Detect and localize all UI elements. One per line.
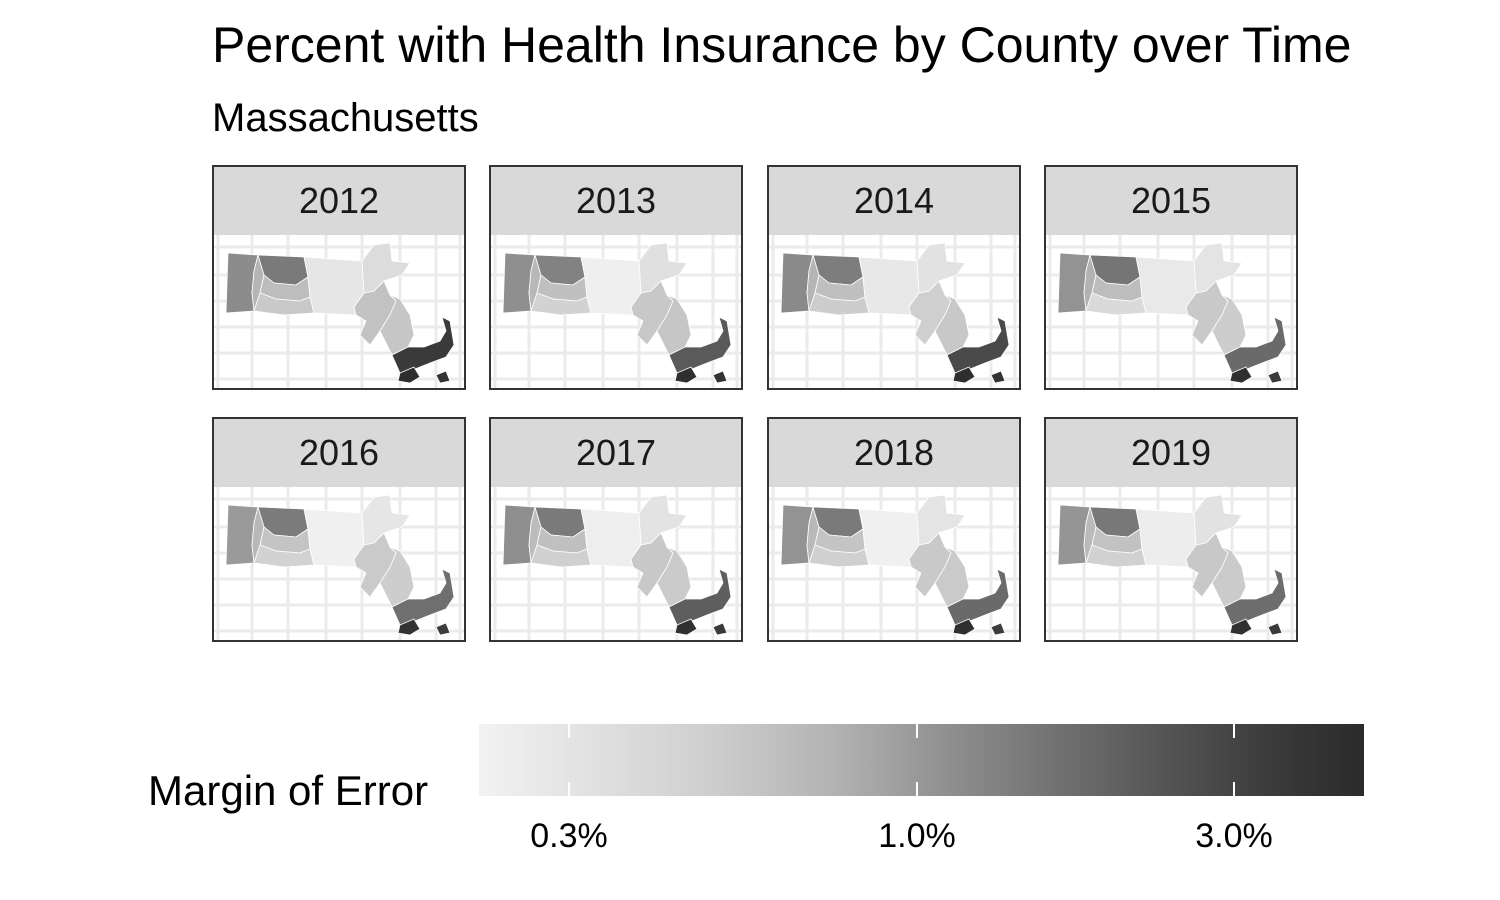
county-shape bbox=[712, 370, 728, 384]
legend-tick bbox=[916, 782, 918, 796]
facet-strip-label: 2018 bbox=[767, 417, 1021, 489]
county-shape bbox=[1267, 622, 1283, 636]
facet-panel-2012: 2012 bbox=[212, 165, 466, 392]
county-shape bbox=[952, 366, 976, 384]
legend-tick bbox=[568, 782, 570, 796]
county-shape bbox=[952, 618, 976, 636]
legend-title: Margin of Error bbox=[148, 767, 429, 814]
legend-colorbar bbox=[479, 724, 1364, 796]
facet-panel-2014: 2014 bbox=[767, 165, 1021, 392]
legend-tick-label: 3.0% bbox=[1195, 817, 1273, 855]
facet-panel-2017: 2017 bbox=[489, 417, 743, 644]
map-area bbox=[1044, 235, 1298, 390]
facet-strip-label: 2017 bbox=[489, 417, 743, 489]
massachusetts-county-map bbox=[769, 235, 1019, 388]
county-shape bbox=[397, 618, 421, 636]
massachusetts-county-map bbox=[214, 487, 464, 640]
facet-panel-2013: 2013 bbox=[489, 165, 743, 392]
facet-panel-2015: 2015 bbox=[1044, 165, 1298, 392]
facet-strip-label: 2016 bbox=[212, 417, 466, 489]
chart-title: Percent with Health Insurance by County … bbox=[212, 17, 1352, 73]
facet-panel-2018: 2018 bbox=[767, 417, 1021, 644]
facet-panel-2016: 2016 bbox=[212, 417, 466, 644]
county-shape bbox=[674, 366, 698, 384]
facet-panel-2019: 2019 bbox=[1044, 417, 1298, 644]
county-shape bbox=[990, 370, 1006, 384]
county-shape bbox=[397, 366, 421, 384]
legend-tick bbox=[1233, 724, 1235, 738]
legend-tick-label: 1.0% bbox=[878, 817, 956, 855]
massachusetts-county-map bbox=[491, 235, 741, 388]
massachusetts-county-map bbox=[214, 235, 464, 388]
county-shape bbox=[1229, 366, 1253, 384]
facet-strip-label: 2012 bbox=[212, 165, 466, 237]
county-shape bbox=[712, 622, 728, 636]
map-area bbox=[1044, 487, 1298, 642]
county-shape bbox=[1229, 618, 1253, 636]
county-shape bbox=[435, 370, 451, 384]
facet-strip-label: 2013 bbox=[489, 165, 743, 237]
legend-tick bbox=[916, 724, 918, 738]
facet-strip-label: 2019 bbox=[1044, 417, 1298, 489]
massachusetts-county-map bbox=[1046, 487, 1296, 640]
legend-tick-label: 0.3% bbox=[530, 817, 608, 855]
county-shape bbox=[990, 622, 1006, 636]
map-area bbox=[212, 235, 466, 390]
map-area bbox=[489, 487, 743, 642]
massachusetts-county-map bbox=[1046, 235, 1296, 388]
map-area bbox=[489, 235, 743, 390]
chart-subtitle: Massachusetts bbox=[212, 96, 479, 140]
massachusetts-county-map bbox=[491, 487, 741, 640]
county-shape bbox=[435, 622, 451, 636]
county-shape bbox=[674, 618, 698, 636]
facet-strip-label: 2014 bbox=[767, 165, 1021, 237]
massachusetts-county-map bbox=[769, 487, 1019, 640]
legend-tick bbox=[568, 724, 570, 738]
map-area bbox=[767, 487, 1021, 642]
facet-strip-label: 2015 bbox=[1044, 165, 1298, 237]
map-area bbox=[212, 487, 466, 642]
county-shape bbox=[1267, 370, 1283, 384]
legend-tick bbox=[1233, 782, 1235, 796]
map-area bbox=[767, 235, 1021, 390]
